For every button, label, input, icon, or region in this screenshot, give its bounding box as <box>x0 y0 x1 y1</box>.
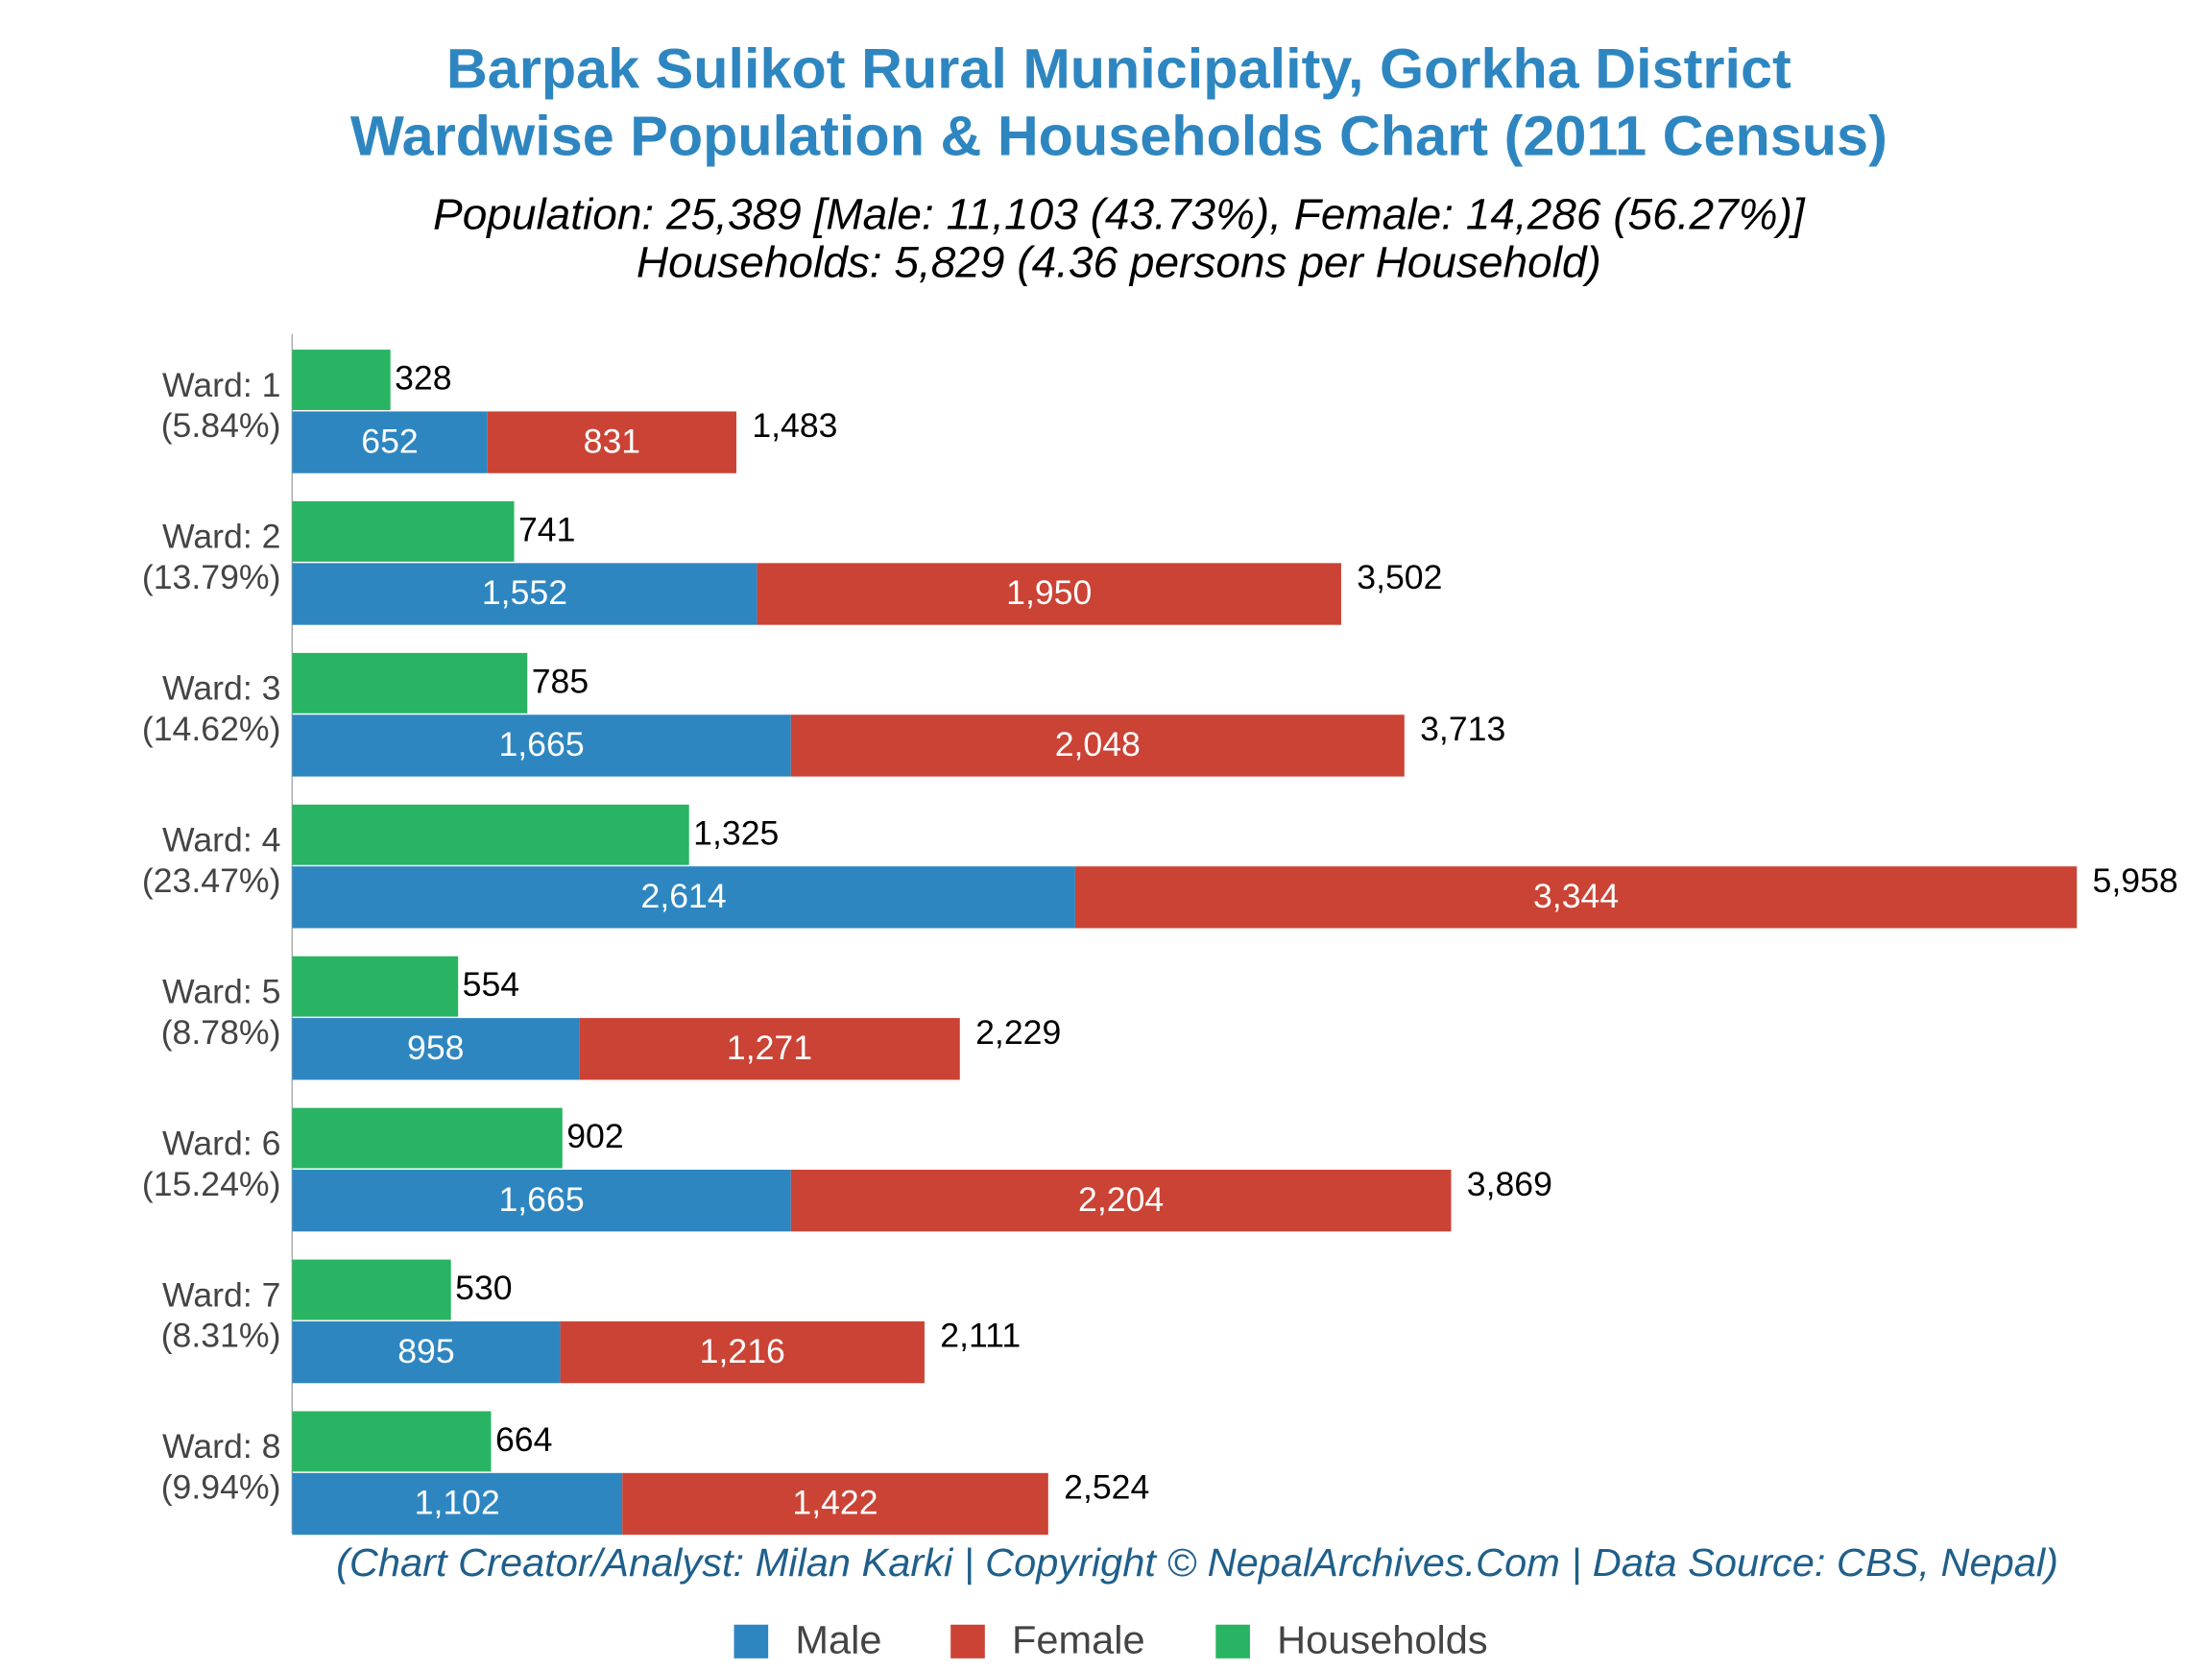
value-label: 895 <box>397 1333 454 1370</box>
bar-segment <box>292 1320 561 1384</box>
bar <box>292 956 459 1017</box>
category-label: Ward: 7 <box>162 1277 280 1315</box>
value-label: 652 <box>361 424 418 461</box>
category-share: (14.62%) <box>142 711 281 748</box>
legend-swatch <box>1215 1624 1250 1659</box>
value-label: 530 <box>455 1270 512 1307</box>
subtitle: Households: 5,829 (4.36 persons per Hous… <box>637 238 1601 287</box>
bar-segment <box>292 1472 623 1536</box>
chart-title: Barpak Sulikot Rural Municipality, Gorkh… <box>446 38 1791 101</box>
legend-label: Households <box>1277 1618 1488 1662</box>
value-label: 3,344 <box>1533 878 1619 915</box>
category-label: Ward: 2 <box>162 519 280 556</box>
value-label: 831 <box>584 424 640 461</box>
bar-segment <box>292 866 1075 929</box>
bar-segment <box>292 411 488 473</box>
category-share: (8.31%) <box>161 1318 281 1355</box>
bar-segment <box>292 563 757 625</box>
bar-segment <box>579 1018 960 1080</box>
category-share: (23.47%) <box>142 862 281 900</box>
bar <box>292 350 391 410</box>
category-share: (15.24%) <box>142 1166 281 1203</box>
value-label: 664 <box>495 1421 552 1459</box>
total-label: 2,229 <box>975 1014 1061 1052</box>
total-label: 5,958 <box>2093 862 2178 900</box>
value-label: 1,950 <box>1006 574 1092 612</box>
bar-segment <box>790 1170 1452 1232</box>
total-label: 3,869 <box>1467 1166 1552 1203</box>
value-label: 1,422 <box>792 1485 878 1522</box>
value-label: 1,102 <box>415 1485 500 1522</box>
bar-segment <box>622 1472 1048 1536</box>
total-label: 2,111 <box>940 1318 1021 1355</box>
total-label: 3,502 <box>1357 559 1442 596</box>
bar-segment <box>1074 866 2078 929</box>
legend-label: Male <box>795 1618 881 1662</box>
value-label: 741 <box>518 512 575 549</box>
value-label: 1,665 <box>498 726 584 763</box>
value-label: 1,665 <box>498 1181 584 1219</box>
subtitle: Population: 25,389 [Male: 11,103 (43.73%… <box>433 190 1806 239</box>
bar-segment <box>292 714 791 777</box>
bar-segment <box>292 1018 580 1080</box>
total-label: 2,524 <box>1064 1469 1149 1507</box>
bar-segment <box>560 1320 925 1384</box>
value-label: 2,204 <box>1078 1181 1164 1219</box>
category-share: (8.78%) <box>161 1014 281 1052</box>
bar-segment <box>757 563 1341 625</box>
chart-title: Wardwise Population & Households Chart (… <box>350 106 1887 168</box>
category-label: Ward: 3 <box>162 670 280 708</box>
category-label: Ward: 6 <box>162 1126 280 1163</box>
bar-segment <box>790 714 1405 777</box>
value-label: 2,048 <box>1055 726 1141 763</box>
legend-swatch <box>733 1624 769 1659</box>
value-label: 1,271 <box>727 1029 812 1067</box>
value-label: 1,216 <box>700 1333 785 1370</box>
legend-label: Female <box>1012 1618 1145 1662</box>
bar <box>292 501 515 562</box>
category-share: (5.84%) <box>161 407 281 445</box>
value-label: 2,614 <box>641 878 727 915</box>
category-label: Ward: 8 <box>162 1428 280 1465</box>
bar <box>292 804 689 865</box>
value-label: 785 <box>532 664 589 701</box>
category-share: (13.79%) <box>142 559 281 596</box>
bar-segment <box>487 411 737 473</box>
bar <box>292 1107 563 1169</box>
value-label: 554 <box>463 966 519 1004</box>
category-label: Ward: 5 <box>162 974 280 1011</box>
value-label: 1,552 <box>482 574 567 612</box>
value-label: 328 <box>395 360 451 398</box>
bar <box>292 1411 492 1472</box>
value-label: 1,325 <box>693 815 779 853</box>
total-label: 3,713 <box>1420 711 1505 748</box>
bar <box>292 652 528 714</box>
bar <box>292 1259 451 1320</box>
category-label: Ward: 1 <box>162 367 280 404</box>
category-share: (9.94%) <box>161 1469 281 1507</box>
bar-segment <box>292 1170 791 1232</box>
legend-swatch <box>950 1624 985 1659</box>
category-label: Ward: 4 <box>162 822 280 860</box>
total-label: 1,483 <box>752 407 837 445</box>
value-label: 958 <box>407 1029 464 1067</box>
value-label: 902 <box>566 1118 623 1155</box>
footer: (Chart Creator/Analyst: Milan Karki | Co… <box>336 1540 2058 1585</box>
